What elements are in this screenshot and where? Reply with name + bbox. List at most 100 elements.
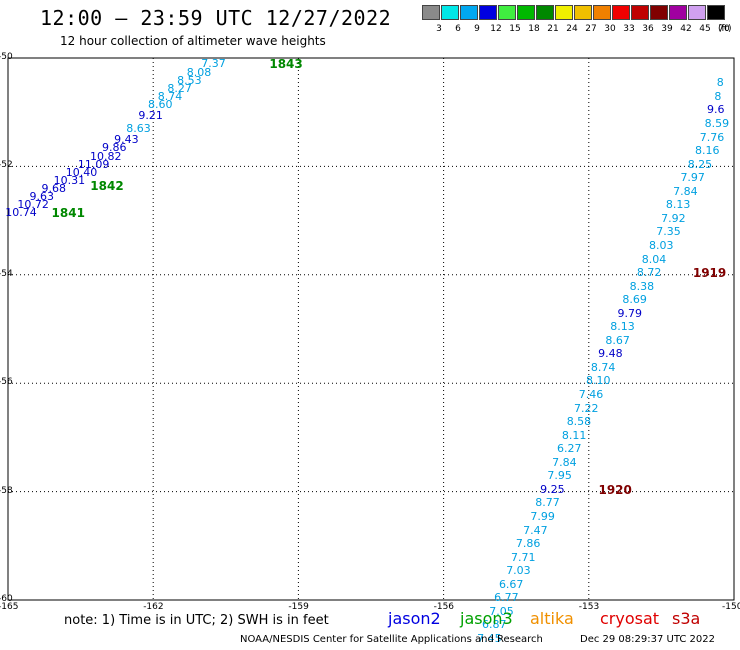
map-subtitle: 12 hour collection of altimeter wave hei… <box>60 34 326 48</box>
wave-height-label: 8.16 <box>694 144 720 158</box>
satellite-legend-jason2: jason2 <box>388 609 441 628</box>
wave-height-label: 10.74 <box>5 206 37 220</box>
colorbar-swatch <box>650 5 668 20</box>
pass-time-label: 1842 <box>90 179 124 194</box>
wave-height-label: 7.22 <box>573 401 599 415</box>
colorbar-swatch <box>422 5 440 20</box>
colorbar-swatch <box>555 5 573 20</box>
wave-height-label: 8.58 <box>566 415 592 429</box>
longitude-tick-label: -153 <box>578 602 600 612</box>
pass-time-label: 1841 <box>51 206 85 221</box>
wave-height-label: 10.82 <box>89 149 122 163</box>
satellite-legend-jason3: jason3 <box>460 609 513 628</box>
latitude-tick-label: -50 <box>0 52 13 62</box>
colorbar-tick-label: 27 <box>585 24 597 34</box>
colorbar-tick-label: 24 <box>566 24 578 34</box>
pass-time-label: 1920 <box>598 482 632 497</box>
wave-height-label: 9.25 <box>540 482 565 496</box>
wave-height-label: 7.84 <box>552 455 577 469</box>
wave-height-label: 6.67 <box>498 577 524 591</box>
wave-height-label: 8.69 <box>622 293 647 307</box>
map-frame <box>7 57 735 601</box>
pass-time-label: 1919 <box>692 266 727 281</box>
wave-height-label: 6.27 <box>557 442 582 456</box>
wave-height-label: 7.71 <box>511 550 536 564</box>
colorbar-swatch <box>612 5 630 20</box>
wave-height-label: 10.72 <box>17 198 49 212</box>
wave-height-label: 6.77 <box>494 591 519 605</box>
wave-height-label: 8.25 <box>687 157 713 171</box>
wave-height-label: 9.86 <box>102 141 127 155</box>
wave-height-label: 7.95 <box>547 469 572 483</box>
wave-height-label: 7.03 <box>506 564 531 578</box>
colorbar-unit-label: (ft) <box>718 24 732 34</box>
colorbar-swatch <box>441 5 459 20</box>
colorbar-swatch <box>479 5 497 20</box>
colorbar-tick-label: 33 <box>623 24 635 34</box>
wave-height-label: 7.76 <box>699 130 725 144</box>
wave-height-label: 11.09 <box>77 157 110 171</box>
wave-height-label: 7.47 <box>523 523 548 537</box>
colorbar-swatch <box>669 5 687 20</box>
wave-height-label: 8.10 <box>586 374 611 388</box>
wave-height-label: 8.72 <box>636 266 662 280</box>
wave-height-label: 9.21 <box>138 108 163 122</box>
satellite-legend-s3a: s3a <box>672 609 701 628</box>
wave-height-label: 8.11 <box>561 428 587 442</box>
wave-height-label: 8.03 <box>648 238 674 252</box>
wave-height-label: 8.59 <box>704 117 730 131</box>
wave-height-label: 8 <box>714 89 722 103</box>
wave-height-label: 9.68 <box>41 182 67 196</box>
wave-height-label: 8.13 <box>665 198 691 212</box>
wave-height-label: 9.79 <box>617 306 643 320</box>
generated-timestamp: Dec 29 08:29:37 UTC 2022 <box>580 634 715 645</box>
wave-height-label: 9.48 <box>598 347 623 361</box>
wave-height-label: 8.27 <box>167 81 192 95</box>
latitude-tick-label: -58 <box>0 485 13 496</box>
wave-height-label: 8.74 <box>590 360 616 374</box>
colorbar-tick-label: 42 <box>680 24 692 34</box>
longitude-tick-label: -165 <box>0 602 19 612</box>
colorbar-tick-label: 36 <box>642 24 654 34</box>
latitude-tick-label: -54 <box>0 268 13 279</box>
colorbar-tick-label: 45 <box>699 24 711 34</box>
colorbar-tick-label: 70 <box>718 24 730 34</box>
wave-height-label: 7.84 <box>673 184 698 198</box>
wave-height-label: 8.13 <box>610 320 635 334</box>
colorbar-tick-label: 6 <box>455 24 461 34</box>
wave-height-label: 8.60 <box>148 98 173 112</box>
colorbar-tick-label: 18 <box>528 24 540 34</box>
longitude-tick-label: -150 <box>722 602 740 612</box>
longitude-tick-label: -162 <box>143 602 164 612</box>
wave-height-label: 8.74 <box>157 89 183 103</box>
colorbar-swatch <box>631 5 649 20</box>
colorbar-swatch <box>707 5 725 20</box>
colorbar-swatch <box>688 5 706 20</box>
colorbar-swatch <box>536 5 554 20</box>
colorbar-tick-label: 30 <box>604 24 616 34</box>
wave-height-label: 10.31 <box>53 173 86 187</box>
wave-height-label: 9.43 <box>114 133 139 147</box>
wave-height-label: 8.77 <box>535 496 560 510</box>
colorbar-tick-label: 15 <box>509 24 521 34</box>
colorbar-swatch <box>574 5 592 20</box>
wave-height-label: 7.97 <box>680 171 705 185</box>
wave-height-label: 10.40 <box>65 165 98 179</box>
satellite-legend-altika: altika <box>530 609 574 628</box>
credit-text: NOAA/NESDIS Center for Satellite Applica… <box>240 634 543 645</box>
wave-height-label: 7.45 <box>477 631 502 645</box>
wave-height-label: 6.87 <box>482 618 507 632</box>
colorbar-tick-label: 3 <box>436 24 442 34</box>
colorbar-swatch <box>498 5 516 20</box>
colorbar-tick-label: 12 <box>490 24 502 34</box>
wave-height-label: 7.35 <box>656 225 681 239</box>
wave-height-label: 8 <box>716 76 724 90</box>
wave-height-label: 8.53 <box>177 73 202 87</box>
latitude-tick-label: -52 <box>0 160 13 171</box>
longitude-tick-label: -159 <box>288 602 309 612</box>
wave-height-label: 9.6 <box>707 103 725 117</box>
wave-height-label: 7.05 <box>489 604 514 618</box>
latitude-tick-label: -60 <box>0 594 13 604</box>
wave-height-label: 8.38 <box>629 279 655 293</box>
